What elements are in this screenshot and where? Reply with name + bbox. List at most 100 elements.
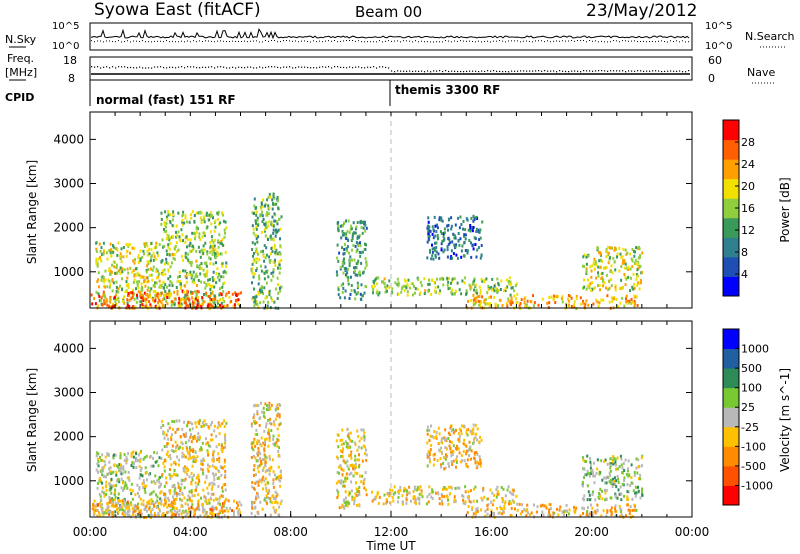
noise-search-point xyxy=(601,40,602,42)
range-gate-cell xyxy=(602,278,605,282)
range-gate-cell xyxy=(149,472,152,476)
range-gate-cell xyxy=(477,462,480,466)
range-gate-cell xyxy=(217,299,220,303)
range-gate-cell xyxy=(188,261,191,265)
range-gate-cell xyxy=(536,505,539,509)
range-gate-cell xyxy=(406,489,408,493)
range-gate-cell xyxy=(146,276,149,280)
range-gate-cell xyxy=(272,274,275,278)
range-gate-cell xyxy=(163,221,166,225)
range-gate-cell xyxy=(336,496,339,500)
range-gate-cell xyxy=(140,300,143,304)
range-gate-cell xyxy=(618,465,621,469)
range-gate-cell xyxy=(190,213,192,217)
range-gate-cell xyxy=(277,449,280,453)
nave-point xyxy=(328,66,330,68)
range-gate-cell xyxy=(102,491,105,495)
range-gate-cell xyxy=(92,504,95,508)
range-gate-cell xyxy=(352,243,355,247)
range-gate-cell xyxy=(353,467,356,470)
range-gate-cell xyxy=(347,446,349,450)
range-gate-cell xyxy=(346,229,349,233)
range-gate-cell xyxy=(602,280,604,283)
range-gate-cell xyxy=(356,237,359,240)
range-gate-cell xyxy=(267,491,269,495)
range-gate-cell xyxy=(137,290,140,294)
noise-search-point xyxy=(586,41,587,43)
range-gate-cell xyxy=(479,228,482,232)
range-gate-cell xyxy=(168,296,171,300)
range-gate-cell xyxy=(148,259,151,263)
range-gate-cell xyxy=(463,424,465,428)
range-gate-cell xyxy=(209,244,212,248)
range-gate-cell xyxy=(196,303,199,307)
range-gate-cell xyxy=(428,453,431,456)
range-gate-cell xyxy=(192,458,195,461)
nave-point xyxy=(127,66,129,69)
range-gate-cell xyxy=(267,481,270,485)
range-gate-cell xyxy=(211,438,214,442)
range-gate-cell xyxy=(211,252,214,256)
range-gate-cell xyxy=(139,497,142,501)
noise-search-point xyxy=(295,40,296,42)
range-gate-cell xyxy=(268,206,271,210)
range-gate-cell xyxy=(154,482,157,485)
range-gate-cell xyxy=(623,479,626,482)
range-gate-cell xyxy=(635,295,638,299)
range-gate-cell xyxy=(145,268,148,272)
range-gate-cell xyxy=(343,484,346,488)
range-gate-cell xyxy=(115,289,118,293)
range-gate-cell xyxy=(614,460,617,464)
range-gate-cell xyxy=(109,272,112,276)
range-gate-cell xyxy=(103,249,105,253)
range-gate-cell xyxy=(555,295,558,299)
range-gate-cell xyxy=(462,498,465,502)
range-gate-cell xyxy=(562,510,565,514)
range-gate-cell xyxy=(272,238,275,242)
range-gate-cell xyxy=(184,275,187,278)
range-gate-cell xyxy=(580,302,583,306)
range-gate-cell xyxy=(122,488,125,492)
range-gate-cell xyxy=(111,305,114,309)
range-gate-cell xyxy=(117,499,120,502)
range-gate-cell xyxy=(428,439,431,442)
range-gate-cell xyxy=(615,485,618,489)
range-gate-cell xyxy=(157,477,160,481)
range-gate-cell xyxy=(601,497,604,501)
range-gate-cell xyxy=(458,243,461,247)
range-gate-cell xyxy=(160,222,163,226)
range-gate-cell xyxy=(350,471,353,475)
range-gate-cell xyxy=(454,486,457,490)
range-gate-cell xyxy=(502,487,505,491)
range-gate-cell xyxy=(500,485,503,489)
range-gate-cell xyxy=(224,469,227,473)
range-gate-cell xyxy=(106,452,109,456)
range-gate-cell xyxy=(237,510,240,514)
range-gate-cell xyxy=(174,462,177,466)
range-gate-cell xyxy=(599,266,602,270)
range-gate-cell xyxy=(592,461,595,465)
range-gate-cell xyxy=(458,226,461,230)
range-gate-cell xyxy=(102,513,105,517)
range-gate-cell xyxy=(187,451,190,455)
range-gate-cell xyxy=(414,291,416,295)
range-gate-cell xyxy=(356,448,359,452)
range-gate-cell xyxy=(167,293,170,297)
range-gate-cell xyxy=(462,501,465,505)
range-gate-cell xyxy=(256,218,259,222)
range-gate-cell xyxy=(133,247,136,250)
range-gate-cell xyxy=(165,229,168,233)
range-gate-cell xyxy=(95,257,98,261)
range-gate-cell xyxy=(251,281,253,285)
range-gate-cell xyxy=(431,232,434,236)
range-gate-cell xyxy=(264,228,267,231)
range-gate-cell xyxy=(359,292,362,296)
range-gate-cell xyxy=(156,251,159,255)
range-gate-cell xyxy=(257,446,260,450)
range-gate-cell xyxy=(92,508,95,512)
range-gate-cell xyxy=(274,258,276,262)
range-gate-cell xyxy=(256,453,259,457)
range-gate-cell xyxy=(350,288,353,292)
range-gate-cell xyxy=(168,473,171,477)
